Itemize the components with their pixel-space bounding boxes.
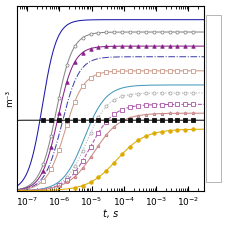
Bar — [206, 15, 220, 182]
Y-axis label: m⁻³: m⁻³ — [6, 90, 15, 107]
X-axis label: t, s: t, s — [103, 209, 118, 219]
